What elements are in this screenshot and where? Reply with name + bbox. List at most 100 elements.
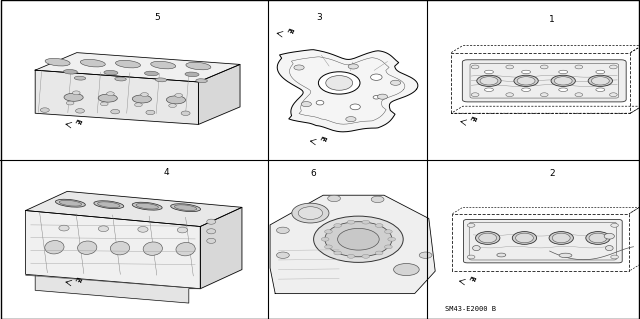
Ellipse shape [512,232,536,244]
Ellipse shape [559,88,568,92]
Ellipse shape [517,77,535,85]
Ellipse shape [552,233,570,243]
Circle shape [40,108,49,112]
Ellipse shape [59,225,69,231]
Circle shape [506,65,513,69]
Circle shape [334,224,342,227]
Circle shape [76,108,84,113]
Circle shape [348,64,358,69]
Ellipse shape [138,226,148,232]
Ellipse shape [514,75,538,86]
Polygon shape [198,64,240,124]
Polygon shape [35,53,240,82]
Circle shape [169,104,177,108]
Ellipse shape [45,241,64,254]
Ellipse shape [605,246,613,251]
FancyBboxPatch shape [462,60,626,102]
Ellipse shape [110,241,130,255]
Polygon shape [26,211,200,289]
Ellipse shape [63,70,77,74]
Circle shape [328,195,340,202]
Ellipse shape [559,253,572,258]
Ellipse shape [596,70,605,74]
Circle shape [471,93,479,97]
Circle shape [575,65,582,69]
Ellipse shape [98,94,117,102]
Ellipse shape [207,238,216,243]
Ellipse shape [77,241,97,254]
Circle shape [324,245,332,249]
Ellipse shape [298,207,323,219]
Circle shape [378,94,388,99]
Ellipse shape [350,104,360,110]
Polygon shape [277,50,418,132]
Circle shape [575,93,582,97]
Circle shape [506,93,513,97]
Polygon shape [26,191,242,226]
Ellipse shape [97,202,120,208]
Text: FR: FR [468,276,477,283]
Circle shape [362,220,370,224]
Polygon shape [200,207,242,289]
Ellipse shape [292,203,329,223]
Circle shape [181,111,190,115]
FancyBboxPatch shape [463,219,622,263]
Circle shape [346,117,356,122]
Ellipse shape [115,60,141,68]
Circle shape [111,109,120,114]
Text: FR: FR [75,119,84,126]
Ellipse shape [316,100,324,105]
Text: FR: FR [286,28,295,35]
Circle shape [347,255,355,258]
Circle shape [611,255,618,259]
Circle shape [276,252,289,258]
Circle shape [321,237,329,241]
Circle shape [141,93,148,96]
Ellipse shape [45,58,70,66]
Ellipse shape [314,216,403,262]
Text: FR: FR [470,117,479,124]
Ellipse shape [104,70,118,75]
Ellipse shape [326,76,353,90]
Circle shape [175,93,182,97]
Ellipse shape [196,79,207,83]
Circle shape [294,65,304,70]
Text: SM43-E2000 B: SM43-E2000 B [445,306,496,312]
Ellipse shape [586,232,610,244]
Text: 2: 2 [550,169,555,178]
Circle shape [146,110,155,115]
Ellipse shape [207,229,216,234]
Ellipse shape [394,263,419,276]
Circle shape [467,223,475,227]
Text: 3: 3 [316,13,321,22]
Circle shape [276,227,289,234]
Ellipse shape [185,72,199,77]
Ellipse shape [589,233,607,243]
Ellipse shape [522,70,531,74]
Polygon shape [270,195,435,293]
Circle shape [611,223,618,227]
Circle shape [301,101,312,107]
Ellipse shape [604,234,614,239]
Text: FR: FR [319,136,328,143]
Ellipse shape [156,78,167,82]
Circle shape [540,93,548,97]
Circle shape [107,92,115,96]
Ellipse shape [59,200,82,206]
Ellipse shape [551,75,575,86]
Circle shape [67,101,74,105]
Circle shape [390,80,401,85]
Text: 1: 1 [549,15,554,24]
Ellipse shape [207,219,216,224]
Text: 4: 4 [164,168,169,177]
Circle shape [388,237,396,241]
Ellipse shape [143,242,163,255]
Ellipse shape [515,233,533,243]
Ellipse shape [476,232,500,244]
Circle shape [375,251,383,255]
Ellipse shape [554,77,572,85]
Ellipse shape [132,202,162,210]
Ellipse shape [132,95,152,103]
Ellipse shape [176,242,195,256]
Polygon shape [35,275,200,303]
